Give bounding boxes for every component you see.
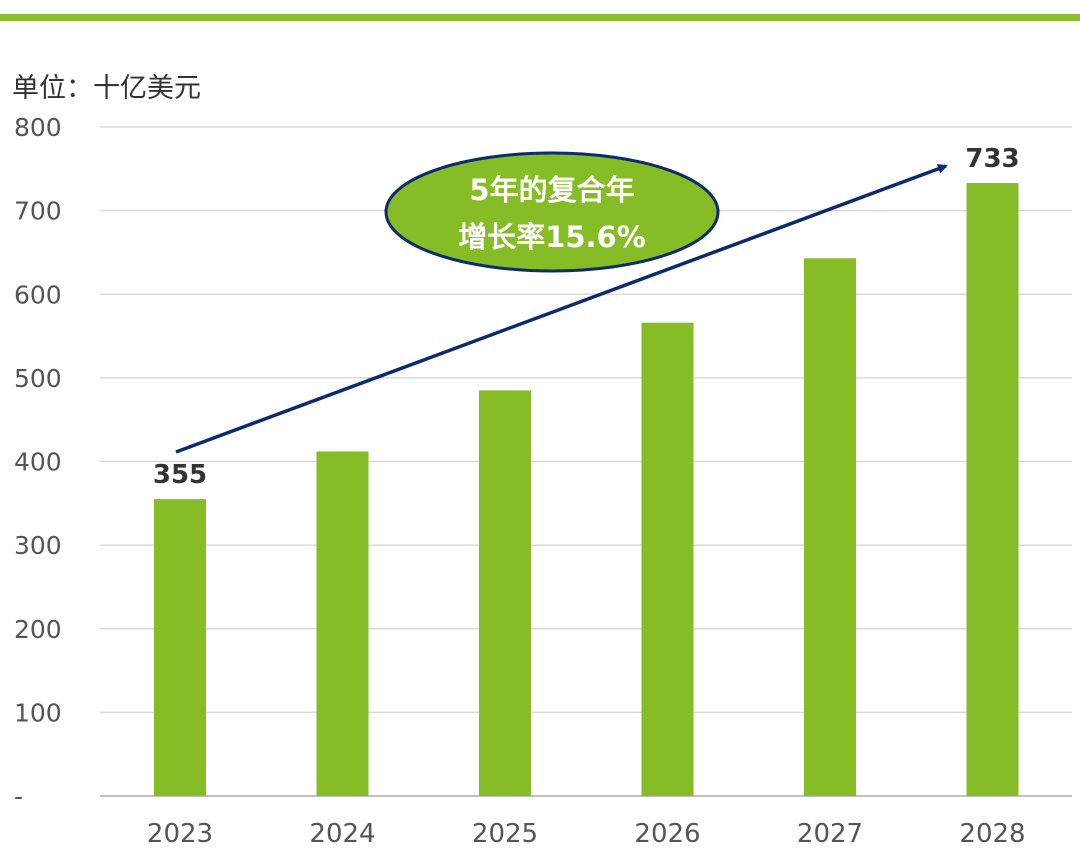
bars — [154, 183, 1019, 796]
y-tick-label: 100 — [14, 698, 62, 727]
y-tick-label: 800 — [14, 113, 62, 142]
x-tick-label: 2028 — [959, 819, 1025, 849]
growth-arrow — [175, 164, 948, 454]
data-label-2023: 355 — [153, 460, 207, 490]
cagr-line-1: 5年的复合年 — [469, 173, 634, 207]
data-label-2028: 733 — [965, 144, 1019, 174]
x-tick-label: 2025 — [472, 819, 538, 849]
y-axis-ticks: - 100 200 300 400 500 600 700 800 — [14, 113, 62, 811]
y-tick-label: 400 — [14, 448, 62, 477]
x-axis-ticks: 2023 2024 2025 2026 2027 2028 — [147, 819, 1026, 849]
data-labels: 355 733 — [153, 144, 1020, 490]
x-tick-label: 2023 — [147, 819, 213, 849]
bar-2028 — [966, 183, 1019, 796]
y-tick-label: 700 — [14, 197, 62, 226]
bar-2026 — [641, 322, 694, 796]
cagr-line-2: 增长率15.6% — [458, 220, 646, 254]
y-tick-label: 600 — [14, 280, 62, 309]
bar-2023 — [154, 499, 206, 796]
unit-label: 单位：十亿美元 — [12, 73, 201, 104]
x-tick-label: 2027 — [797, 819, 863, 849]
y-tick-label: 300 — [14, 531, 62, 560]
x-tick-label: 2024 — [309, 819, 375, 849]
bar-2024 — [316, 451, 369, 796]
bar-2027 — [804, 258, 856, 796]
x-tick-label: 2026 — [634, 819, 700, 849]
top-accent-rule — [0, 14, 1080, 21]
y-tick-label: 200 — [14, 615, 62, 644]
cagr-callout: 5年的复合年 增长率15.6% — [384, 151, 720, 273]
y-tick-label: - — [14, 782, 23, 811]
cagr-ellipse — [384, 151, 720, 273]
gridlines — [100, 126, 1072, 797]
y-tick-label: 500 — [14, 364, 62, 393]
bar-2025 — [479, 390, 531, 796]
